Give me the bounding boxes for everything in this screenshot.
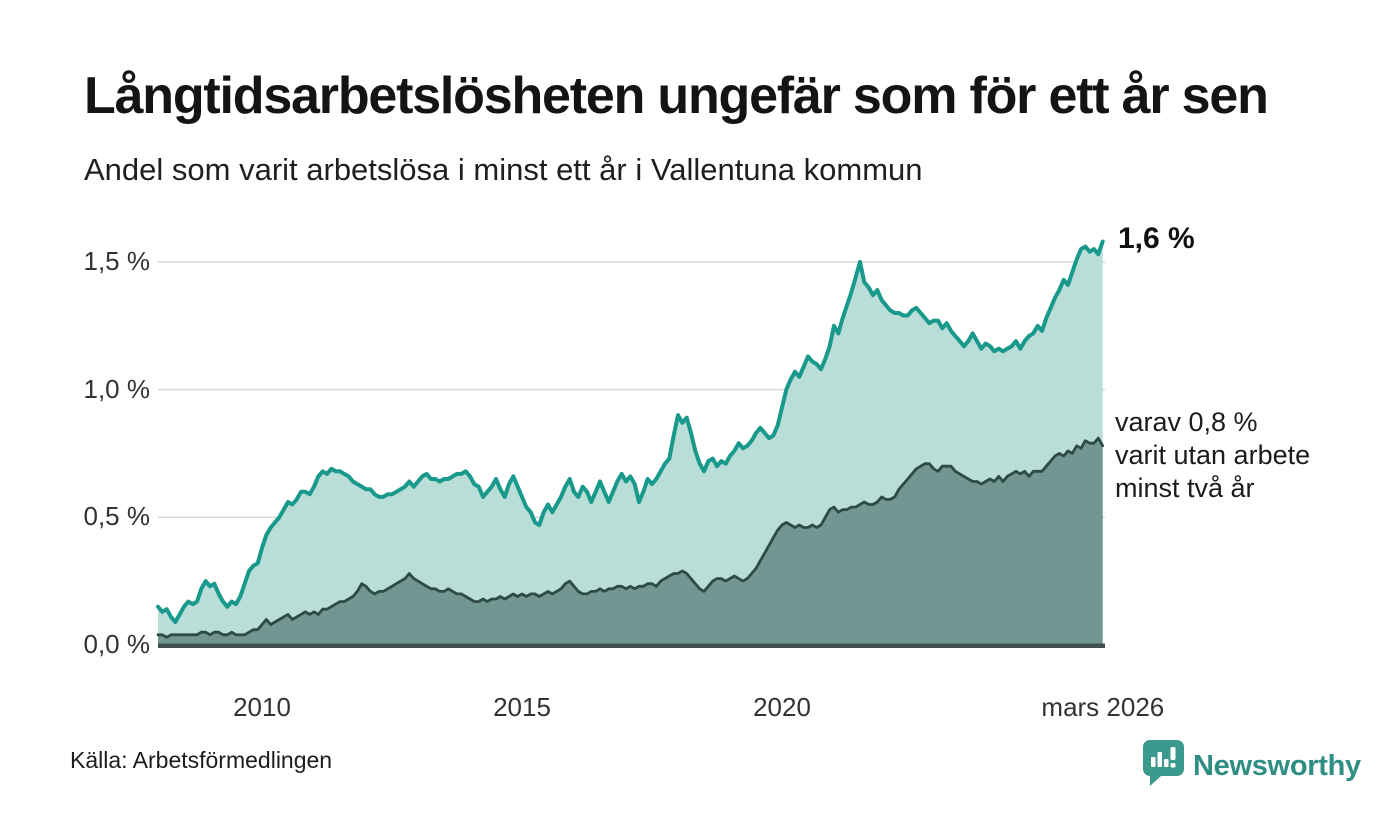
end-value-label-two-years: varav 0,8 % varit utan arbete minst två … (1115, 406, 1310, 505)
newsworthy-wordmark: Newsworthy (1193, 749, 1361, 782)
source-note: Källa: Arbetsförmedlingen (70, 747, 333, 773)
page-subtitle: Andel som varit arbetslösa i minst ett å… (84, 152, 923, 187)
y-tick-label: 0,5 % (83, 501, 151, 532)
y-tick-label: 1,5 % (83, 245, 151, 276)
newsworthy-logo: Newsworthy (1143, 740, 1361, 792)
x-tick-label: 2010 (233, 692, 291, 722)
y-tick-label: 0,0 % (83, 629, 151, 659)
x-tick-label: mars 2026 (1041, 692, 1165, 722)
end-label-line-1: varav 0,8 % (1115, 407, 1258, 437)
end-label-line-3: minst två år (1115, 473, 1255, 503)
x-tick-label: 2020 (753, 692, 811, 722)
newsworthy-logo-icon (1143, 740, 1184, 792)
end-value-label-total: 1,6 % (1118, 222, 1195, 255)
end-label-line-2: varit utan arbete (1115, 440, 1311, 470)
y-tick-label: 1,0 % (83, 373, 151, 404)
page-title: Långtidsarbetslösheten ungefär som för e… (84, 67, 1269, 125)
x-tick-label: 2015 (493, 692, 551, 722)
